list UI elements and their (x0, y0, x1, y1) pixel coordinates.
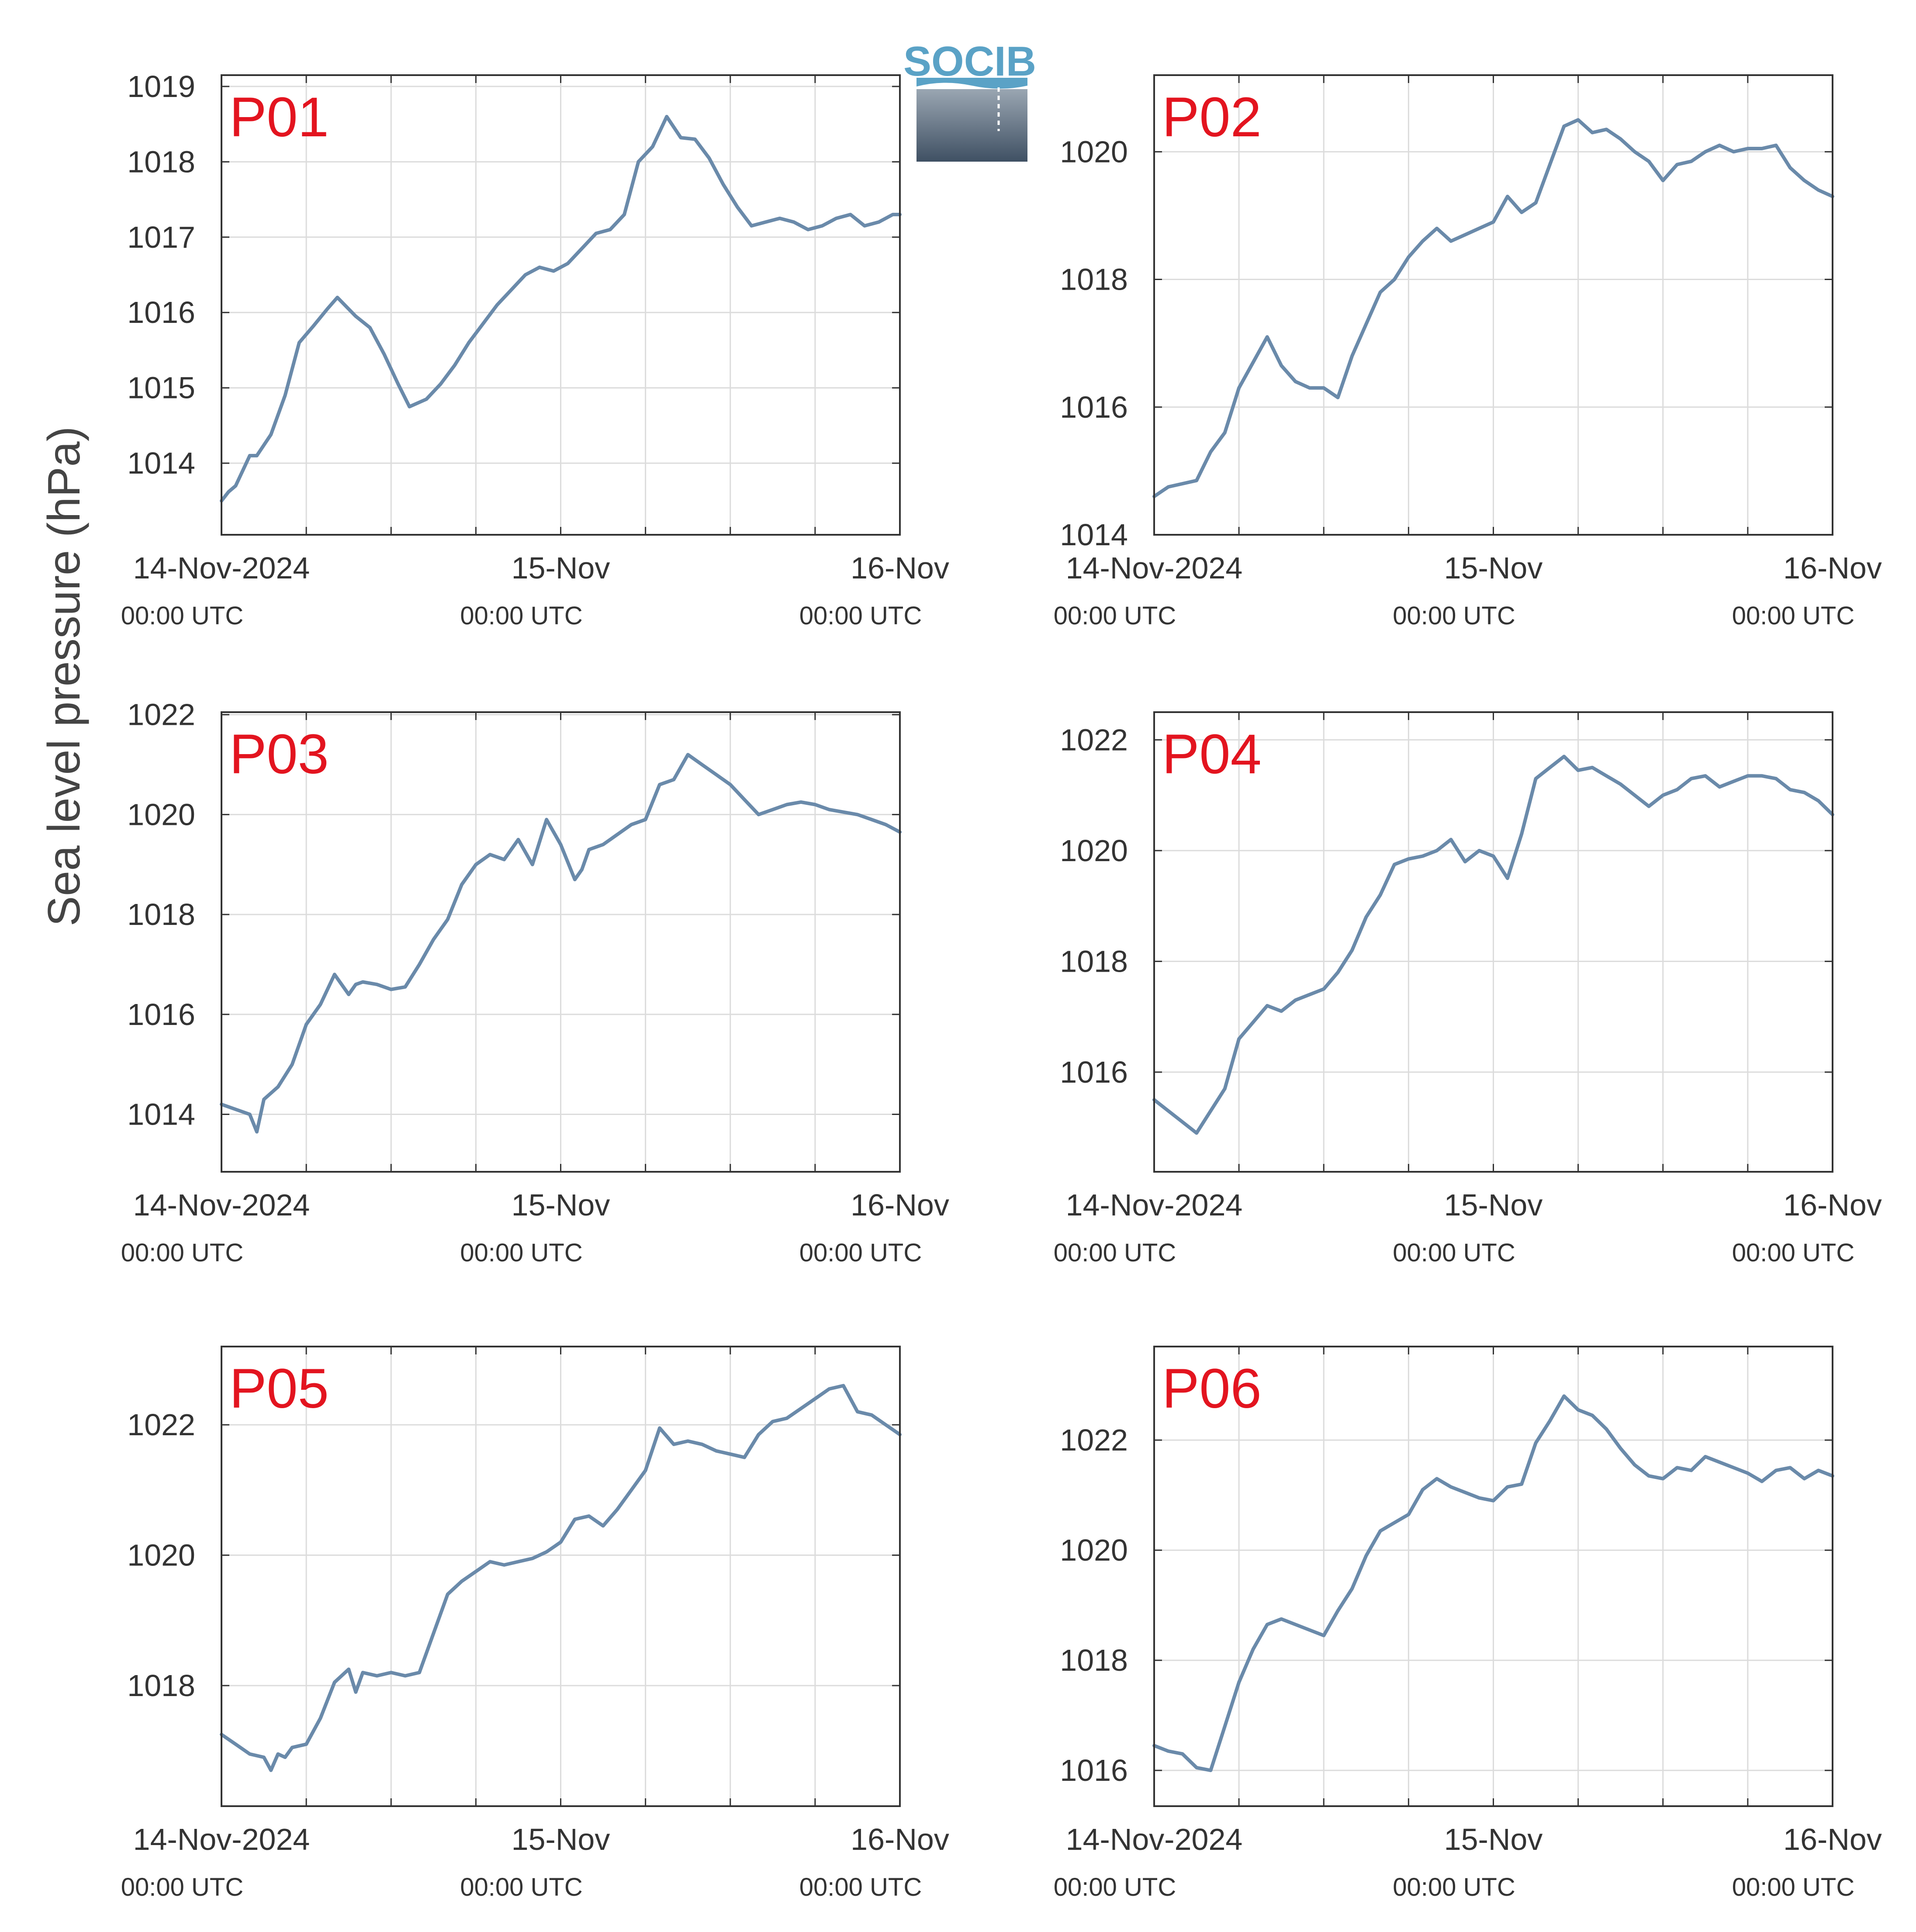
x-tick-label-time: 00:00 UTC (460, 602, 582, 630)
x-tick-label-date: 16-Nov (851, 1822, 949, 1856)
chart-panel-p05: 1018 1020 1022 14-Nov-2024 00:00 UTC 15-Nov 00… (121, 1346, 949, 1901)
y-axis-label: Sea level pressure (hPa) (39, 426, 90, 927)
x-tick-label-time: 00:00 UTC (1054, 602, 1176, 630)
y-tick-label: 1020 (127, 1538, 195, 1572)
chart-panel-p02: 1014 1016 1018 1020 14-Nov-2024 00:00 UTC 15-N… (1054, 74, 1882, 630)
panel-label: P02 (1162, 86, 1262, 149)
series-line-p06 (1152, 1394, 1834, 1773)
x-tick-label-time: 00:00 UTC (460, 1239, 582, 1267)
x-tick-label-date: 14-Nov-2024 (1066, 551, 1243, 585)
x-tick-label-date: 15-Nov (1444, 1188, 1543, 1222)
series-line-p04 (1152, 755, 1834, 1135)
y-tick-label: 1018 (127, 1669, 195, 1703)
x-tick-label-date: 15-Nov (1444, 551, 1543, 585)
panel-label: P04 (1162, 723, 1262, 786)
x-tick-label-time: 00:00 UTC (1054, 1873, 1176, 1901)
y-tick-label: 1020 (1060, 1533, 1128, 1567)
y-tick-label: 1018 (1060, 1643, 1128, 1677)
x-tick-label-time: 00:00 UTC (1732, 1239, 1854, 1267)
series-line-p03 (220, 753, 902, 1134)
y-tick-label: 1014 (127, 446, 195, 480)
y-tick-label: 1018 (127, 145, 195, 179)
y-tick-label: 1022 (127, 1408, 195, 1442)
x-tick-label-date: 14-Nov-2024 (133, 1822, 310, 1856)
chart-panel-p06: 1016 1018 1020 1022 14-Nov-2024 00:00 UTC 15-N… (1054, 1346, 1882, 1901)
x-tick-label-time: 00:00 UTC (1054, 1239, 1176, 1267)
axes-frame (221, 711, 901, 1173)
x-tick-label-date: 15-Nov (1444, 1822, 1543, 1856)
socib-logo-text: SOCIB (903, 38, 1036, 85)
x-tick-label-date: 16-Nov (1783, 551, 1882, 585)
y-tick-label: 1019 (127, 69, 195, 104)
panels: 1014 1015 1016 1017 1018 1019 14-Nov-2024 00:00… (121, 69, 1882, 1901)
y-tick-label: 1020 (127, 797, 195, 831)
series-line-p02 (1152, 118, 1834, 499)
x-tick-label-date: 15-Nov (512, 551, 610, 585)
socib-logo-block (916, 89, 1027, 162)
axes-frame (221, 1346, 901, 1807)
y-tick-label: 1016 (127, 295, 195, 329)
x-tick-label-time: 00:00 UTC (1393, 602, 1515, 630)
y-tick-label: 1014 (1060, 518, 1128, 552)
y-tick-label: 1014 (127, 1098, 195, 1132)
x-tick-label-time: 00:00 UTC (799, 1873, 922, 1901)
panel-label: P03 (229, 723, 329, 786)
axes-frame (221, 74, 901, 536)
x-tick-label-date: 16-Nov (851, 551, 949, 585)
y-tick-label: 1020 (1060, 135, 1128, 169)
y-tick-label: 1022 (1060, 723, 1128, 757)
series-line-p05 (220, 1384, 902, 1772)
x-tick-label-time: 00:00 UTC (460, 1873, 582, 1901)
y-tick-label: 1016 (1060, 1753, 1128, 1787)
y-tick-label: 1017 (127, 220, 195, 254)
x-tick-label-date: 15-Nov (512, 1822, 610, 1856)
axes-frame (1153, 711, 1833, 1173)
x-tick-label-date: 14-Nov-2024 (133, 1188, 310, 1222)
x-tick-label-date: 14-Nov-2024 (1066, 1822, 1243, 1856)
x-tick-label-date: 14-Nov-2024 (133, 551, 310, 585)
x-tick-label-time: 00:00 UTC (121, 602, 243, 630)
x-tick-label-date: 16-Nov (1783, 1822, 1882, 1856)
axes-frame (1153, 74, 1833, 536)
y-tick-label: 1018 (1060, 944, 1128, 978)
x-tick-label-date: 15-Nov (512, 1188, 610, 1222)
panel-label: P01 (229, 86, 329, 149)
socib-logo: SOCIB (903, 38, 1036, 162)
x-tick-label-date: 14-Nov-2024 (1066, 1188, 1243, 1222)
y-tick-label: 1018 (1060, 263, 1128, 297)
y-tick-label: 1022 (127, 698, 195, 732)
axes-frame (1153, 1346, 1833, 1807)
y-tick-label: 1016 (127, 997, 195, 1032)
x-tick-label-date: 16-Nov (1783, 1188, 1882, 1222)
x-tick-label-time: 00:00 UTC (1393, 1873, 1515, 1901)
socib-logo-wave (916, 78, 1027, 89)
chart-panel-p01: 1014 1015 1016 1017 1018 1019 14-Nov-2024 00:00… (121, 69, 949, 630)
x-tick-label-time: 00:00 UTC (1732, 1873, 1854, 1901)
x-tick-label-time: 00:00 UTC (1732, 602, 1854, 630)
x-tick-label-time: 00:00 UTC (1393, 1239, 1515, 1267)
y-tick-label: 1018 (127, 897, 195, 931)
x-tick-label-time: 00:00 UTC (799, 602, 922, 630)
x-tick-label-time: 00:00 UTC (121, 1873, 243, 1901)
panel-label: P05 (229, 1357, 329, 1420)
x-tick-label-time: 00:00 UTC (799, 1239, 922, 1267)
series-line-p01 (220, 114, 902, 503)
x-tick-label-date: 16-Nov (851, 1188, 949, 1222)
chart-panel-p04: 1016 1018 1020 1022 14-Nov-2024 00:00 UTC 15-N… (1054, 711, 1882, 1267)
chart-panel-p03: 1014 1016 1018 1020 1022 14-Nov-2024 00:00 UTC… (121, 698, 949, 1267)
y-tick-label: 1022 (1060, 1423, 1128, 1457)
panel-label: P06 (1162, 1357, 1262, 1420)
y-tick-label: 1016 (1060, 390, 1128, 424)
y-tick-label: 1016 (1060, 1055, 1128, 1089)
y-tick-label: 1020 (1060, 834, 1128, 868)
x-tick-label-time: 00:00 UTC (121, 1239, 243, 1267)
y-tick-label: 1015 (127, 371, 195, 405)
